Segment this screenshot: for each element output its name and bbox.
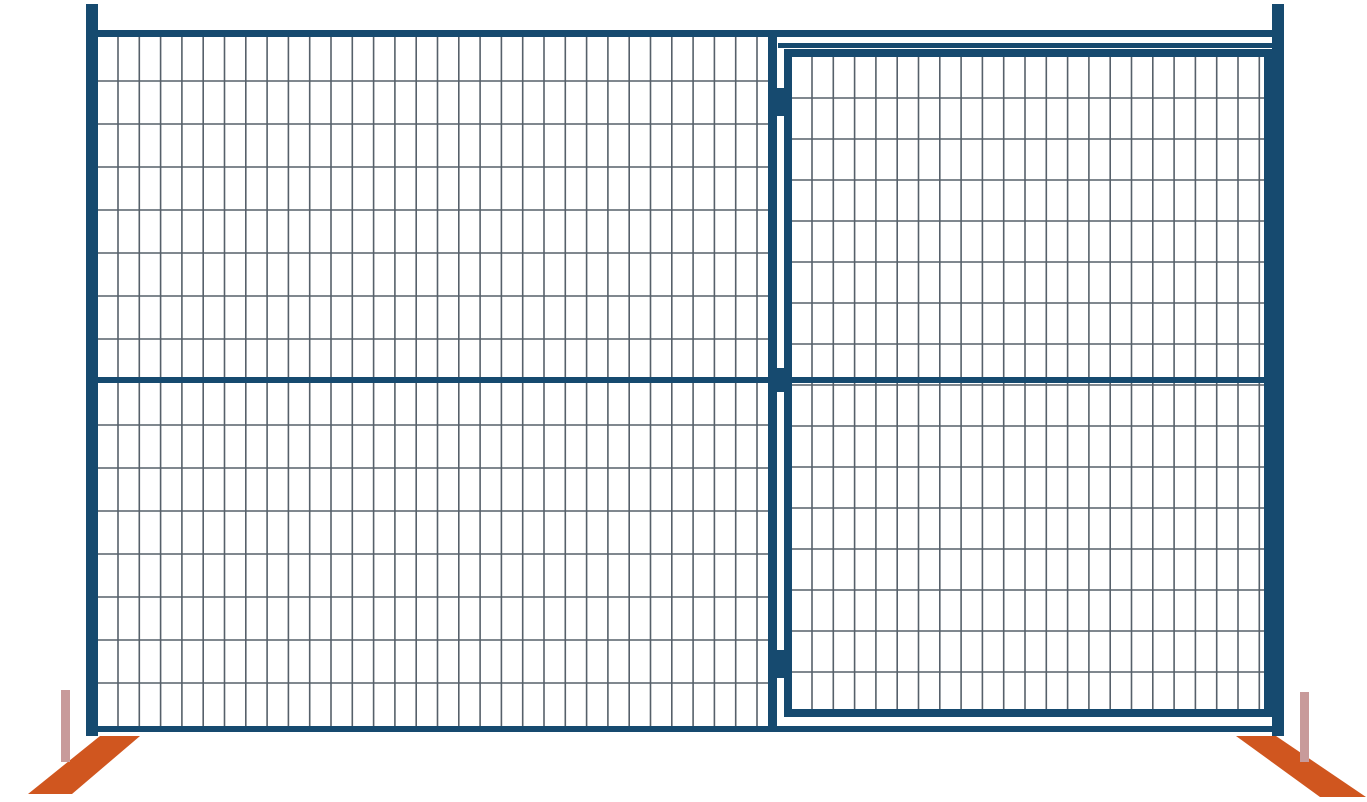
left-pin: [61, 690, 70, 762]
left-post: [86, 4, 98, 736]
top-rail: [86, 30, 1284, 37]
gate-top-rail: [778, 43, 1274, 48]
frame: [86, 4, 1284, 736]
middle-rail: [86, 377, 776, 383]
gate-middle-rail: [788, 377, 1268, 383]
right-post: [1272, 4, 1284, 736]
left-foot: [28, 736, 140, 794]
center-post: [768, 37, 777, 732]
right-foot: [1236, 736, 1366, 797]
right-pin: [1300, 692, 1309, 762]
bottom-rail: [86, 726, 1284, 732]
hinge: [775, 650, 784, 678]
hinge: [775, 368, 784, 392]
hinge: [775, 88, 784, 116]
